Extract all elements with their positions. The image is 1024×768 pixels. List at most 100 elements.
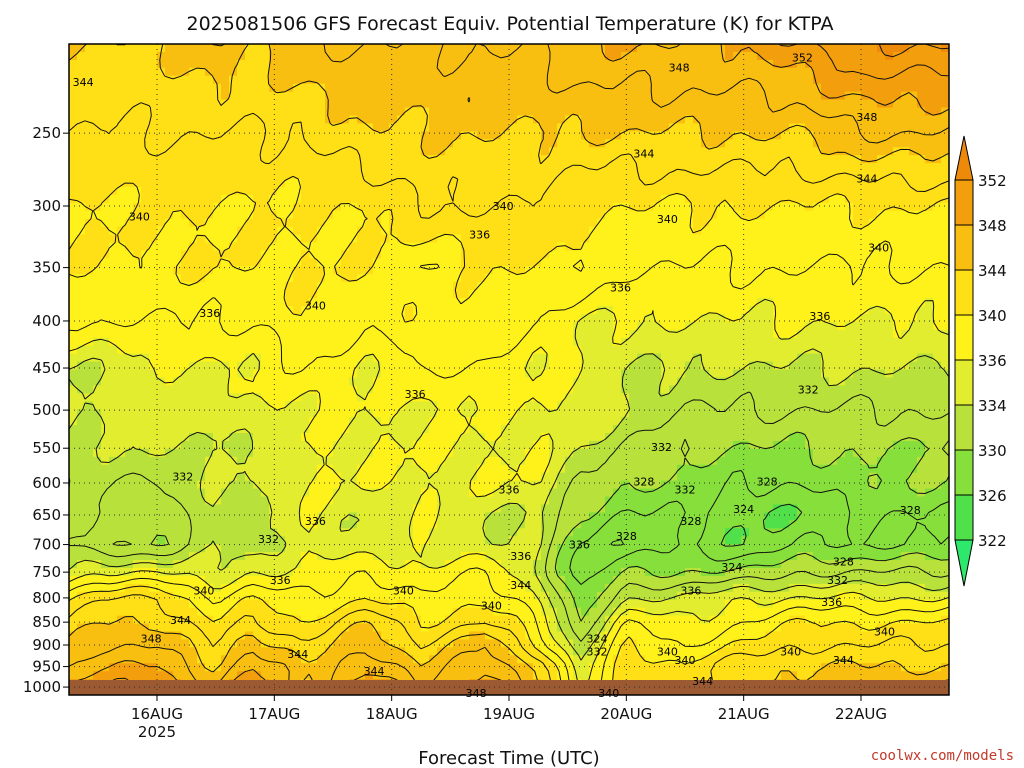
field-cell	[925, 178, 934, 188]
field-cell	[821, 250, 830, 259]
field-cell	[629, 51, 638, 61]
field-cell	[69, 67, 78, 77]
field-cell	[237, 361, 246, 371]
field-cell	[781, 59, 790, 69]
field-cell	[437, 321, 446, 331]
field-cell	[869, 83, 878, 93]
field-cell	[229, 401, 238, 410]
field-cell	[373, 274, 382, 283]
field-cell	[709, 385, 718, 394]
field-cell	[837, 274, 846, 283]
field-cell	[445, 369, 454, 379]
field-cell	[261, 353, 270, 363]
field-cell	[549, 51, 558, 61]
field-cell	[877, 250, 886, 259]
field-cell	[365, 321, 374, 331]
field-cell	[413, 266, 422, 275]
field-cell	[325, 178, 334, 188]
field-cell	[645, 107, 654, 117]
field-cell	[541, 218, 550, 228]
field-cell	[269, 99, 278, 109]
field-cell	[365, 305, 374, 315]
field-cell	[469, 123, 478, 132]
field-cell	[861, 202, 870, 212]
field-cell	[101, 282, 110, 291]
field-cell	[213, 44, 222, 53]
field-cell	[549, 178, 558, 188]
field-cell	[565, 171, 574, 180]
field-cell	[621, 155, 630, 164]
field-cell	[685, 385, 694, 394]
field-cell	[661, 59, 670, 69]
field-cell	[885, 274, 894, 283]
field-cell	[757, 163, 766, 172]
field-cell	[797, 155, 806, 164]
field-cell	[117, 290, 126, 299]
field-cell	[85, 234, 94, 244]
field-cell	[613, 107, 622, 117]
field-cell	[629, 99, 638, 109]
field-cell	[677, 393, 686, 402]
field-cell	[933, 194, 942, 204]
field-cell	[405, 393, 414, 402]
field-cell	[197, 163, 206, 172]
field-cell	[749, 369, 758, 379]
field-cell	[549, 290, 558, 299]
field-cell	[581, 59, 590, 69]
field-cell	[749, 171, 758, 180]
field-cell	[861, 139, 870, 148]
field-cell	[757, 361, 766, 371]
field-cell	[581, 337, 590, 347]
field-cell	[477, 107, 486, 117]
field-cell	[421, 369, 430, 379]
field-cell	[445, 99, 454, 109]
field-cell	[317, 298, 326, 307]
field-cell	[589, 393, 598, 402]
field-cell	[725, 147, 734, 156]
field-cell	[181, 75, 190, 85]
field-cell	[869, 178, 878, 188]
field-cell	[349, 298, 358, 307]
field-cell	[805, 139, 814, 148]
field-cell	[621, 210, 630, 220]
field-cell	[749, 131, 758, 140]
field-cell	[85, 305, 94, 315]
field-cell	[573, 329, 582, 339]
field-cell	[781, 115, 790, 124]
field-cell	[837, 282, 846, 291]
field-cell	[517, 91, 526, 101]
field-cell	[565, 305, 574, 315]
field-cell	[589, 345, 598, 355]
field-cell	[237, 123, 246, 132]
field-cell	[589, 385, 598, 394]
field-cell	[333, 369, 342, 379]
field-cell	[181, 274, 190, 283]
field-cell	[453, 194, 462, 204]
field-cell	[269, 353, 278, 363]
field-cell	[149, 377, 158, 386]
field-cell	[221, 131, 230, 140]
field-cell	[941, 210, 949, 220]
field-cell	[925, 194, 934, 204]
field-cell	[133, 115, 142, 124]
field-cell	[381, 313, 390, 323]
field-cell	[893, 75, 902, 85]
field-cell	[909, 194, 918, 204]
field-cell	[301, 266, 310, 275]
field-cell	[501, 393, 510, 402]
field-cell	[101, 59, 110, 69]
field-cell	[765, 163, 774, 172]
field-cell	[917, 250, 926, 259]
field-cell	[797, 274, 806, 283]
field-cell	[269, 171, 278, 180]
field-cell	[165, 194, 174, 204]
field-cell	[557, 75, 566, 85]
field-cell	[381, 218, 390, 228]
field-cell	[501, 313, 510, 323]
field-cell	[581, 115, 590, 124]
field-cell	[429, 139, 438, 148]
field-cell	[733, 115, 742, 124]
field-cell	[581, 186, 590, 196]
field-cell	[389, 91, 398, 101]
field-cell	[589, 91, 598, 101]
